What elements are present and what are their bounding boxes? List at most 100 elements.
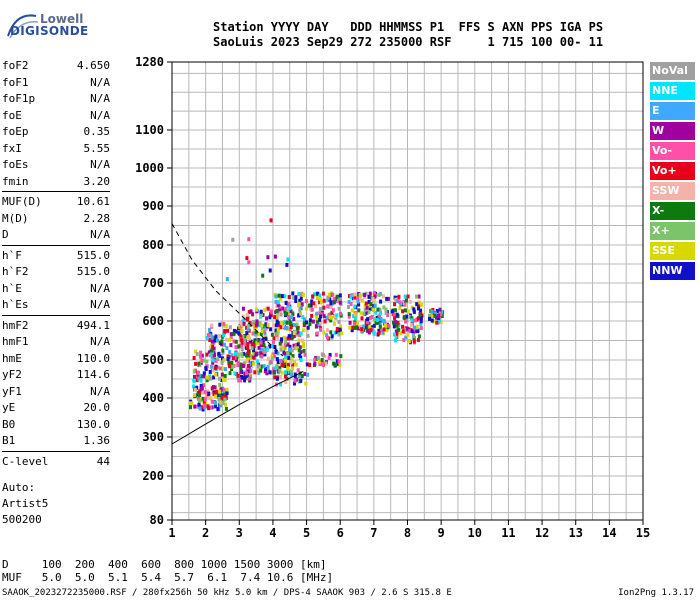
echo-point	[401, 301, 405, 306]
echo-point	[199, 383, 203, 388]
echo-point	[375, 318, 379, 322]
echo-point	[288, 327, 292, 332]
echo-point	[223, 329, 227, 334]
echo-point	[325, 335, 329, 340]
echo-point	[413, 329, 417, 334]
echo-point	[322, 330, 326, 335]
echo-point	[242, 363, 245, 368]
echo-point	[317, 359, 321, 364]
echo-point	[347, 304, 350, 309]
echo-point	[385, 328, 389, 333]
param-value: N/A	[90, 228, 110, 241]
echo-point	[284, 355, 288, 360]
echo-point	[208, 370, 212, 374]
param-separator	[2, 244, 110, 246]
echo-point	[195, 393, 199, 398]
echo-point	[403, 294, 407, 299]
echo-point	[320, 312, 324, 317]
echo-point	[266, 255, 270, 260]
param-separator	[2, 450, 110, 452]
echo-point	[214, 400, 218, 405]
echo-point	[292, 343, 296, 348]
echo-point	[229, 335, 233, 340]
echo-point	[305, 320, 308, 325]
echo-point	[364, 301, 368, 306]
echo-point	[192, 378, 196, 383]
model-traces	[171, 223, 304, 445]
echo-point	[417, 300, 421, 305]
param-row-d: D N/A	[2, 227, 110, 244]
echo-point	[355, 323, 359, 328]
echo-point	[330, 334, 334, 339]
echo-point	[324, 361, 328, 366]
echo-point	[217, 397, 221, 401]
echo-point	[303, 317, 306, 322]
echo-point	[254, 330, 258, 335]
echo-point	[297, 374, 301, 379]
echo-point	[285, 326, 289, 330]
echo-point	[302, 341, 306, 346]
echo-point	[316, 291, 320, 296]
echo-point	[193, 393, 197, 397]
echo-point	[310, 299, 314, 304]
echo-point	[377, 292, 381, 297]
echo-point	[273, 344, 277, 349]
echo-point	[301, 315, 305, 319]
echo-point	[359, 296, 362, 301]
echo-point	[210, 399, 214, 404]
echo-point	[231, 237, 235, 242]
echo-point	[220, 372, 224, 377]
echo-point	[226, 357, 230, 361]
echo-point	[339, 311, 342, 316]
station-header: Station YYYY DAY DDD HHMMSS P1 FFS S AXN…	[213, 20, 603, 50]
echo-point	[288, 321, 292, 326]
echo-point	[366, 320, 370, 324]
echo-point	[246, 317, 249, 322]
echo-point	[240, 338, 244, 343]
echo-point	[310, 313, 314, 318]
echo-point	[407, 339, 411, 343]
echo-point	[212, 335, 216, 340]
echo-point	[199, 350, 203, 355]
echo-point	[253, 324, 257, 328]
autoscaling-info: Auto: Artist5 500200	[2, 480, 48, 528]
echo-point	[284, 345, 288, 350]
echo-point	[246, 323, 250, 328]
echo-point	[248, 336, 252, 341]
distance-row: D 100 200 400 600 800 1000 1500 3000 [km…	[2, 558, 327, 571]
echo-point	[274, 294, 278, 299]
echo-point	[296, 330, 300, 335]
param-label: foF1	[2, 75, 29, 89]
echo-point	[243, 378, 247, 383]
echo-point	[264, 326, 268, 331]
echo-point	[299, 358, 303, 363]
echo-point	[210, 354, 214, 359]
echo-point	[236, 352, 240, 357]
echo-point	[330, 315, 333, 320]
echo-point	[194, 349, 198, 354]
echo-point	[227, 363, 231, 368]
echo-point	[419, 326, 423, 331]
echo-point	[225, 387, 229, 392]
echo-point	[208, 333, 212, 338]
param-separator	[2, 191, 110, 192]
echo-point	[293, 381, 296, 386]
echo-point	[240, 328, 244, 333]
echo-point	[414, 318, 418, 323]
echo-point	[233, 371, 237, 376]
echo-point	[303, 372, 307, 377]
echo-point	[296, 368, 300, 373]
echo-point	[253, 350, 257, 355]
echo-point	[202, 403, 206, 408]
param-value: 20.0	[83, 401, 111, 414]
echo-point	[329, 330, 333, 335]
echo-point	[218, 366, 222, 371]
echo-point	[256, 364, 260, 369]
echo-point	[293, 346, 297, 351]
echo-point	[212, 375, 216, 380]
echo-point	[218, 376, 221, 381]
echo-point	[204, 366, 208, 371]
echo-point	[386, 296, 390, 301]
echo-point	[205, 378, 209, 383]
echo-point	[301, 328, 305, 333]
